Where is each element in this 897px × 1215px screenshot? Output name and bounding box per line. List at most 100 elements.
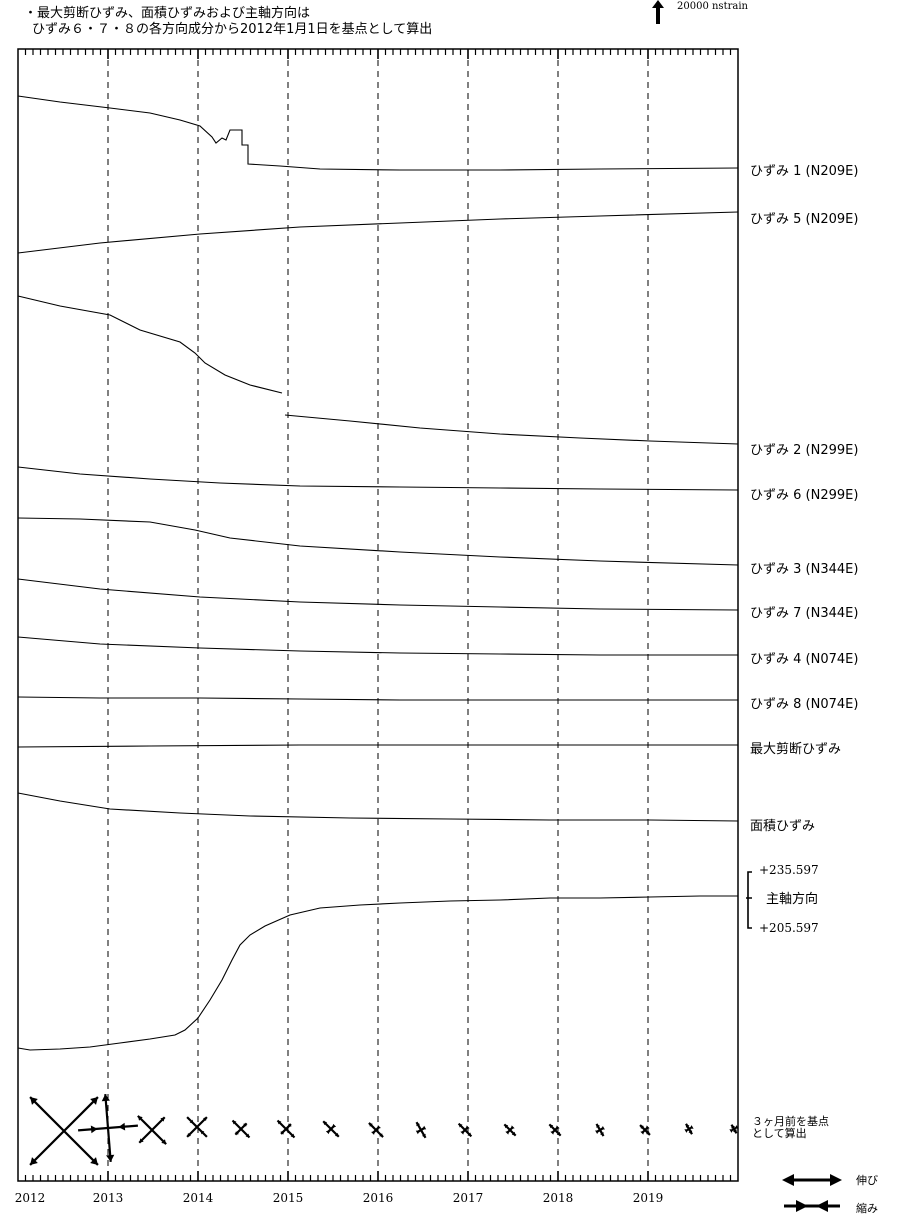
x-tick-label: 2017 <box>453 1191 484 1205</box>
glyph-arrowhead <box>595 1130 600 1135</box>
series-label: ひずみ 3 (N344E) <box>750 562 858 577</box>
glyph-arrowhead <box>555 1125 560 1130</box>
glyph-arrowhead <box>245 1133 250 1138</box>
principal-axes-glyphs <box>29 1094 739 1166</box>
glyph-axis <box>104 1094 112 1162</box>
glyph-arrowhead <box>549 1124 554 1129</box>
contraction-label: 縮み <box>856 1201 878 1215</box>
series-line-4 <box>284 414 739 445</box>
series-line-12 <box>17 895 738 1051</box>
series-label: ひずみ 1 (N209E) <box>750 164 858 179</box>
extension-label: 伸び <box>856 1174 878 1187</box>
principal-axes-note-line: として算出 <box>752 1126 807 1140</box>
glyph-arrowhead <box>160 1117 165 1122</box>
contraction-arrow-icon-head <box>796 1200 808 1212</box>
glyph-arrowhead <box>232 1120 237 1125</box>
glyph-arrowhead <box>734 1125 739 1129</box>
glyph-arrowhead <box>685 1123 690 1128</box>
glyph-arrowhead <box>376 1125 381 1130</box>
series-label: ひずみ 2 (N299E) <box>750 443 858 458</box>
glyph-arrowhead <box>645 1125 650 1130</box>
note-line-1: ・最大剪断ひずみ、面積ひずみおよび主軸方向は <box>24 6 311 21</box>
glyph-arrowhead <box>235 1130 240 1135</box>
principal-axis-range: +235.597 主軸方向 +205.597 <box>746 863 819 935</box>
series-labels: ひずみ 1 (N209E) ひずみ 5 (N209E) ひずみ 2 (N299E) ひ… <box>750 164 858 834</box>
series-label: ひずみ 7 (N344E) <box>750 606 858 621</box>
series-line-1 <box>17 95 739 171</box>
glyph-arrowhead <box>277 1120 282 1125</box>
glyph-arrowhead <box>200 1130 205 1135</box>
glyph-arrowhead <box>415 1130 420 1135</box>
glyph-arrowhead <box>323 1121 328 1126</box>
x-tick-label: 2015 <box>273 1191 304 1205</box>
glyph-arrowhead <box>640 1125 644 1129</box>
glyph-arrowhead <box>187 1133 191 1137</box>
x-tick-label: 2018 <box>543 1191 574 1205</box>
glyph-arrowhead <box>600 1125 605 1130</box>
glyph-arrowhead <box>280 1130 285 1135</box>
glyph-arrowhead <box>90 1157 98 1165</box>
series-label: 面積ひずみ <box>750 819 815 834</box>
series-label: 最大剪断ひずみ <box>750 741 841 757</box>
glyph-arrowhead <box>505 1130 510 1135</box>
glyph-arrowhead <box>600 1132 604 1137</box>
glyph-arrowhead <box>30 1097 38 1105</box>
series-line-10 <box>17 744 738 748</box>
glyph-arrowhead <box>371 1130 376 1135</box>
series-line-5 <box>17 466 739 491</box>
glyph-arrowhead <box>684 1129 689 1133</box>
glyph-arrowhead <box>90 1125 98 1134</box>
glyph-arrowhead <box>189 1119 194 1124</box>
series-label: ひずみ 4 (N074E) <box>750 652 858 667</box>
glyph-arrowhead <box>731 1124 735 1129</box>
scale-arrow-icon <box>652 0 664 24</box>
extension-arrow-icon-head <box>830 1174 842 1186</box>
contraction-arrow-icon-head <box>816 1200 828 1212</box>
scale-bar-label: 20000 nstrain <box>677 1 748 12</box>
range-bottom-label: +205.597 <box>759 921 819 935</box>
extension-arrow-icon-head <box>782 1174 794 1186</box>
range-bracket <box>746 871 752 929</box>
glyph-arrowhead <box>325 1130 330 1135</box>
glyph-arrowhead <box>729 1129 734 1133</box>
glyph-arrowhead <box>556 1131 561 1136</box>
year-grid <box>107 49 649 1181</box>
glyph-arrowhead <box>379 1133 384 1138</box>
glyph-arrowhead <box>137 1115 143 1121</box>
glyph-axis <box>186 1116 208 1138</box>
glyph-axis <box>29 1096 99 1166</box>
range-top-label: +235.597 <box>759 863 819 877</box>
glyph-arrowhead <box>290 1133 295 1138</box>
glyph-arrowhead <box>90 1097 98 1105</box>
glyph-arrowhead <box>510 1125 515 1130</box>
x-tick-label: 2013 <box>93 1191 124 1205</box>
x-tick-label: 2016 <box>363 1191 394 1205</box>
series-label: ひずみ 5 (N209E) <box>750 212 858 227</box>
glyph-arrowhead <box>511 1131 516 1136</box>
series-lines <box>17 95 739 1051</box>
glyph-arrowhead <box>504 1124 509 1129</box>
glyph-arrowhead <box>101 1094 110 1102</box>
glyph-arrowhead <box>688 1130 693 1135</box>
glyph-arrowhead <box>416 1122 420 1127</box>
glyph-arrowhead <box>689 1125 694 1129</box>
glyph-arrowhead <box>332 1123 337 1128</box>
glyph-arrowhead <box>640 1130 645 1135</box>
glyph-arrowhead <box>422 1133 426 1138</box>
series-line-11 <box>17 792 739 822</box>
glyph-arrowhead <box>646 1131 650 1135</box>
glyph-arrowhead <box>733 1129 737 1134</box>
series-line-9 <box>17 696 738 701</box>
glyph-arrowhead <box>368 1122 373 1127</box>
series-line-3 <box>17 295 283 394</box>
principal-axis-label: 主軸方向 <box>766 891 818 907</box>
glyph-arrowhead <box>596 1123 600 1128</box>
glyph-arrowhead <box>550 1130 555 1135</box>
series-line-2 <box>17 211 739 254</box>
note-line-2: ひずみ６・７・８の各方向成分から2012年1月1日を基点として算出 <box>32 22 433 37</box>
glyph-arrowhead <box>465 1125 470 1130</box>
x-tick-label: 2019 <box>633 1191 664 1205</box>
glyph-arrowhead <box>287 1123 292 1128</box>
x-tick-label: 2014 <box>183 1191 214 1205</box>
